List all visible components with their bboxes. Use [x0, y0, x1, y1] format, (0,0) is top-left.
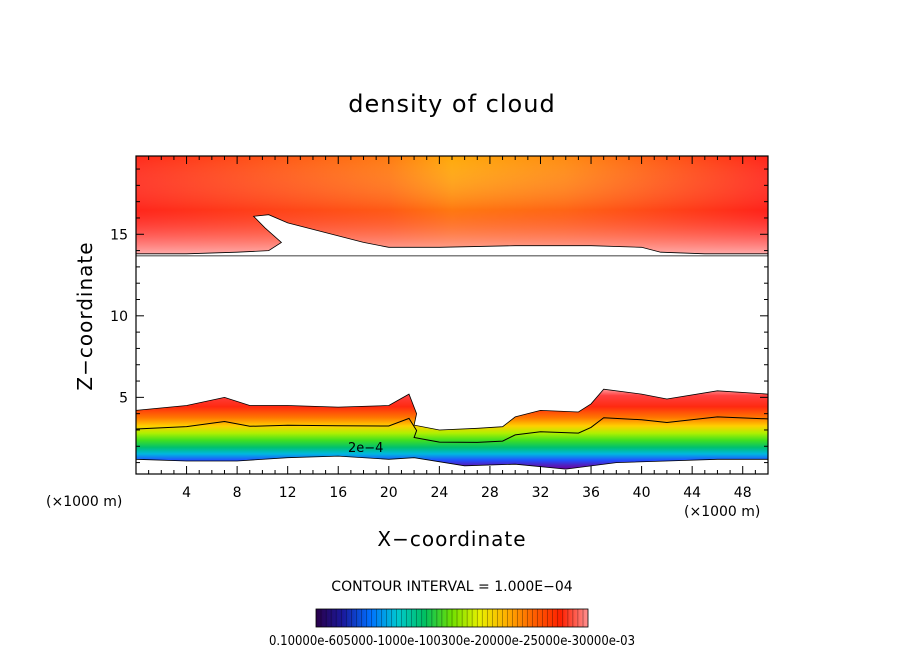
x-tick-label: 36 — [582, 485, 600, 501]
x-tick-label: 44 — [683, 485, 701, 501]
x-unit-left: (×1000 m) — [46, 494, 122, 510]
y-axis-label: Z−coordinate — [73, 241, 97, 390]
colorbar-ticks — [320, 609, 584, 627]
y-tick-label: 5 — [119, 390, 128, 406]
contour-label: 2e−4 — [348, 441, 383, 456]
y-axis: 5 10 15 — [110, 168, 768, 464]
x-tick-label: 48 — [734, 485, 752, 501]
x-tick-label: 8 — [233, 485, 242, 501]
lower-cloud-layer — [136, 388, 768, 470]
chart-title: density of cloud — [348, 90, 555, 118]
clear-air-region — [136, 214, 768, 257]
contour-line-2e-4 — [136, 416, 768, 443]
upper-cloud-fade — [136, 156, 768, 254]
x-tick-label: 16 — [329, 485, 347, 501]
x-tick-label: 20 — [380, 485, 398, 501]
plot-area — [136, 156, 768, 470]
y-tick-label: 15 — [110, 227, 128, 243]
x-tick-label: 24 — [430, 485, 448, 501]
x-axis-label: X−coordinate — [377, 527, 526, 551]
x-tick-label: 28 — [481, 485, 499, 501]
x-tick-label: 12 — [279, 485, 297, 501]
x-unit-right: (×1000 m) — [684, 504, 760, 520]
x-tick-label: 40 — [633, 485, 651, 501]
x-tick-label: 4 — [182, 485, 191, 501]
contour-interval-text: CONTOUR INTERVAL = 1.000E−04 — [331, 579, 572, 595]
x-tick-label: 32 — [532, 485, 550, 501]
y-tick-label: 10 — [110, 309, 128, 325]
colorbar-labels: 0.10000e-605000-1000e-100300e-20000e-250… — [269, 634, 635, 649]
x-axis: 4 8 12 16 20 24 28 32 36 40 44 48 — [148, 156, 756, 501]
